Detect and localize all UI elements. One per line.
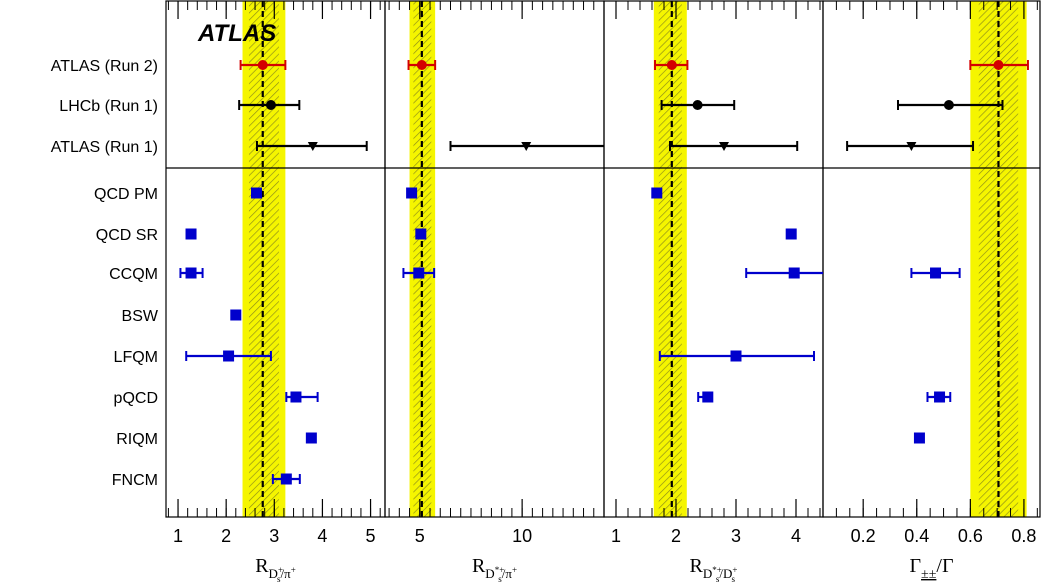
data-point — [702, 391, 714, 403]
row-label: QCD SR — [96, 227, 158, 244]
data-point — [250, 187, 262, 199]
panel-frame — [822, 0, 1041, 518]
tick-label: 0.8 — [1011, 526, 1036, 546]
tick-label: 2 — [221, 526, 231, 546]
ticks-layer — [167, 1, 1038, 517]
row-label: LFQM — [114, 349, 158, 366]
hatched-band — [413, 1, 432, 517]
data-point — [719, 142, 729, 151]
row-label: pQCD — [114, 390, 158, 407]
data-point — [934, 391, 946, 403]
data-point — [230, 309, 242, 321]
data-point — [692, 100, 703, 110]
tick-label: 0.4 — [904, 526, 929, 546]
row-label: FNCM — [112, 472, 158, 489]
tick-label: 5 — [366, 526, 376, 546]
axis-label: RD*+ s/D+ s — [690, 555, 738, 584]
bands-layer — [242, 1, 1027, 517]
hatched-band — [978, 1, 1019, 517]
data-point — [265, 100, 276, 110]
tick-label: 3 — [731, 526, 741, 546]
data-point — [223, 350, 235, 362]
data-point — [257, 60, 268, 70]
hatched-band — [248, 1, 279, 517]
data-point — [413, 267, 425, 279]
data-point — [785, 228, 797, 240]
data-point — [185, 228, 197, 240]
data-point — [521, 142, 532, 151]
points-layer — [179, 60, 1029, 485]
tick-label: 1 — [173, 526, 183, 546]
tick-label: 0.6 — [958, 526, 983, 546]
row-label: LHCb (Run 1) — [59, 98, 158, 115]
row-label: RIQM — [116, 431, 158, 448]
tick-label: 10 — [512, 526, 532, 546]
axis-label: RD*+ s/π+ — [472, 555, 517, 584]
axis-label: RD+ s/π+ — [255, 555, 296, 584]
data-point — [307, 142, 318, 151]
data-point — [651, 187, 663, 199]
hatched-band — [658, 1, 682, 517]
data-point — [406, 187, 418, 199]
tick-label: 2 — [671, 526, 681, 546]
data-point — [930, 267, 942, 279]
row-label: QCD PM — [94, 186, 158, 203]
data-point — [666, 60, 677, 70]
axis-label: Γ±±/Γ — [909, 555, 953, 582]
data-point — [305, 432, 317, 444]
data-point — [415, 228, 427, 240]
data-point — [788, 267, 800, 279]
data-point — [913, 432, 925, 444]
tick-label: 5 — [415, 526, 425, 546]
data-point — [943, 100, 954, 110]
data-point — [290, 391, 302, 403]
row-label: ATLAS (Run 1) — [51, 139, 158, 156]
row-label: CCQM — [109, 266, 158, 283]
panel-frame — [603, 0, 824, 518]
data-point — [185, 267, 197, 279]
data-point — [906, 142, 917, 151]
atlas-watermark: ATLAS — [197, 20, 276, 47]
data-point — [280, 473, 292, 485]
data-point — [993, 60, 1004, 70]
labels-layer: ATLAS (Run 2) LHCb (Run 1) ATLAS (Run 1) QC… — [51, 58, 1037, 584]
tick-label: 4 — [317, 526, 327, 546]
tick-label: 3 — [269, 526, 279, 546]
data-point — [416, 60, 427, 70]
tick-label: 4 — [791, 526, 801, 546]
row-label: BSW — [122, 308, 159, 325]
row-label: ATLAS (Run 2) — [51, 58, 158, 75]
tick-label: 1 — [611, 526, 621, 546]
tick-label: 0.2 — [851, 526, 876, 546]
frames-layer — [165, 0, 1041, 518]
data-point — [730, 350, 742, 362]
